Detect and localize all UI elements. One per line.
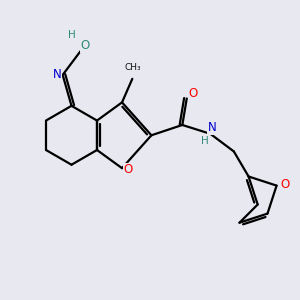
Text: O: O [80, 39, 89, 52]
Text: O: O [124, 163, 133, 176]
Text: O: O [280, 178, 289, 190]
Text: H: H [200, 136, 208, 146]
Text: O: O [189, 87, 198, 100]
Text: N: N [53, 68, 62, 81]
Text: H: H [68, 30, 75, 40]
Text: N: N [207, 122, 216, 134]
Text: CH₃: CH₃ [124, 63, 141, 72]
